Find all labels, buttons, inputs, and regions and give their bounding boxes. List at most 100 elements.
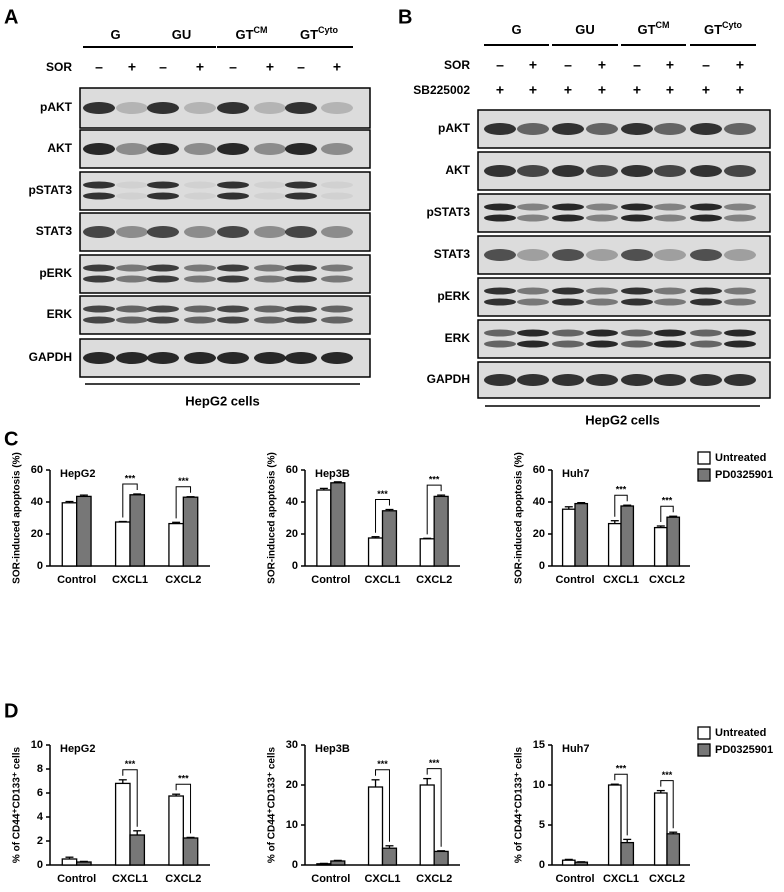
significance-label: *** [178, 774, 189, 784]
band [724, 203, 756, 211]
error-bar [333, 859, 342, 862]
error-bar [133, 830, 142, 835]
y-tick-label: 0 [292, 859, 298, 871]
band [116, 102, 148, 114]
band [217, 143, 249, 155]
band [83, 192, 115, 200]
band [321, 102, 353, 114]
bar [114, 521, 131, 567]
band [83, 181, 115, 189]
treatment-sign: + [529, 82, 537, 98]
band [724, 214, 756, 222]
treatment-sign: + [633, 82, 641, 98]
error-bar [623, 838, 632, 843]
group-sup: CM [254, 25, 268, 35]
band [285, 192, 317, 200]
bar [666, 833, 681, 866]
significance-bracket [122, 769, 138, 827]
group-name: GU [172, 27, 192, 42]
band [83, 275, 115, 283]
band [654, 203, 686, 211]
band [254, 181, 286, 189]
band [586, 298, 618, 306]
treatment-sign: + [736, 82, 744, 98]
band [724, 287, 756, 295]
treatment-label: SOR [444, 58, 470, 72]
error-bar [610, 520, 619, 524]
group-name: GT [637, 22, 655, 37]
error-bar [564, 858, 573, 861]
x-tick-label: CXCL1 [603, 873, 639, 885]
band [517, 214, 549, 222]
error-bar [656, 525, 665, 528]
y-axis-label: % of CD44⁺CD133⁺ cells [267, 746, 278, 863]
band [147, 275, 179, 283]
band [690, 249, 722, 261]
treatment-sign: + [333, 59, 341, 75]
band [517, 123, 549, 135]
band [621, 298, 653, 306]
row-label: pERK [39, 266, 72, 280]
y-tick-label: 40 [533, 496, 545, 508]
band [552, 165, 584, 177]
chart-title: Huh7 [562, 468, 590, 480]
band [217, 102, 249, 114]
band [147, 143, 179, 155]
band [654, 214, 686, 222]
row-label: ERK [445, 331, 471, 345]
bar [561, 859, 576, 866]
y-tick-label: 0 [37, 560, 43, 572]
error-bar [669, 831, 678, 834]
band [116, 352, 148, 364]
band [552, 249, 584, 261]
band [83, 316, 115, 324]
band [285, 316, 317, 324]
band [147, 264, 179, 272]
band [484, 374, 516, 386]
y-tick-label: 30 [286, 739, 298, 751]
significance-label: *** [377, 489, 388, 499]
error-bar [437, 494, 446, 497]
error-bar [564, 506, 573, 510]
band [184, 316, 216, 324]
chart-title: Huh7 [562, 743, 590, 755]
y-tick-label: 20 [533, 528, 545, 540]
significance-label: *** [125, 473, 136, 483]
y-tick-label: 0 [292, 560, 298, 572]
band [254, 264, 286, 272]
panel-label: D [4, 700, 18, 722]
band [484, 214, 516, 222]
band [321, 352, 353, 364]
x-tick-label: CXCL1 [603, 574, 639, 586]
row-label: GAPDH [29, 350, 72, 364]
y-axis-label: % of CD44⁺CD133⁺ cells [514, 746, 525, 863]
y-tick-label: 0 [539, 560, 545, 572]
band [654, 287, 686, 295]
treatment-sign: + [666, 82, 674, 98]
bar [61, 502, 78, 567]
y-tick-label: 40 [31, 496, 43, 508]
error-bar [333, 481, 342, 483]
band [254, 275, 286, 283]
blot-strip [477, 319, 771, 359]
band [321, 143, 353, 155]
error-bar [172, 793, 181, 796]
band [621, 203, 653, 211]
band [552, 298, 584, 306]
x-tick-label: CXCL2 [416, 574, 452, 586]
bar [666, 516, 681, 567]
band [586, 329, 618, 337]
group-label: GTCM [637, 20, 669, 37]
row-label: pSTAT3 [28, 183, 72, 197]
y-tick-label: 0 [539, 859, 545, 871]
band [724, 123, 756, 135]
band [217, 264, 249, 272]
band [517, 287, 549, 295]
band [116, 264, 148, 272]
band [690, 165, 722, 177]
band [184, 352, 216, 364]
error-bar [371, 536, 380, 538]
band [517, 165, 549, 177]
row-label: STAT3 [434, 247, 471, 261]
row-label: ERK [47, 307, 73, 321]
